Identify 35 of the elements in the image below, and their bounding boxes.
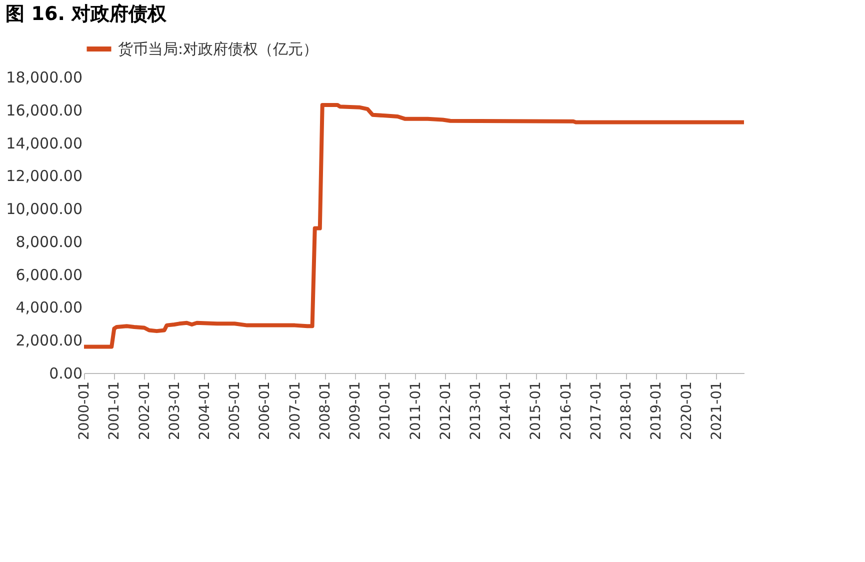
x-tick-label: 2009-01 [348, 382, 364, 440]
x-tick-label: 2000-01 [76, 382, 92, 440]
x-tick-label: 2017-01 [588, 382, 605, 440]
x-tick-label: 2012-01 [438, 382, 454, 440]
x-tick-label: 2010-01 [378, 382, 394, 440]
x-tick-label: 2003-01 [166, 382, 183, 440]
x-tick-label: 2013-01 [468, 382, 484, 440]
x-tick-label: 2005-01 [227, 382, 244, 440]
legend-label: 货币当局:对政府债权（亿元） [118, 40, 318, 58]
x-tick-label: 2004-01 [196, 382, 213, 440]
x-tick-label: 2006-01 [257, 382, 274, 440]
x-tick-label: 2014-01 [498, 382, 514, 440]
y-tick-label: 18,000.00 [6, 68, 82, 86]
x-tick-label: 2016-01 [558, 382, 574, 440]
y-tick-label: 4,000.00 [16, 298, 82, 317]
x-tick-label: 2021-01 [708, 382, 725, 440]
y-tick-label: 0.00 [49, 364, 82, 382]
x-tick-label: 2020-01 [678, 382, 695, 440]
x-tick-label: 2011-01 [408, 382, 424, 440]
x-tick-label: 2015-01 [528, 382, 544, 440]
chart-title: 图 16. 对政府债权 [6, 3, 168, 25]
x-tick-label: 2018-01 [618, 382, 635, 440]
x-tick-label: 2001-01 [106, 382, 123, 440]
y-tick-label: 8,000.00 [16, 232, 82, 251]
y-tick-label: 12,000.00 [6, 167, 82, 186]
x-tick-label: 2019-01 [648, 382, 665, 440]
y-tick-label: 2,000.00 [16, 332, 82, 350]
x-tick-label: 2002-01 [136, 382, 153, 440]
x-tick-label: 2008-01 [317, 382, 334, 440]
x-tick-label: 2007-01 [287, 382, 304, 440]
y-tick-label: 6,000.00 [16, 266, 82, 284]
y-tick-label: 16,000.00 [6, 101, 82, 120]
line-series [82, 102, 746, 349]
y-tick-label: 14,000.00 [6, 134, 82, 152]
y-tick-label: 10,000.00 [6, 200, 82, 218]
